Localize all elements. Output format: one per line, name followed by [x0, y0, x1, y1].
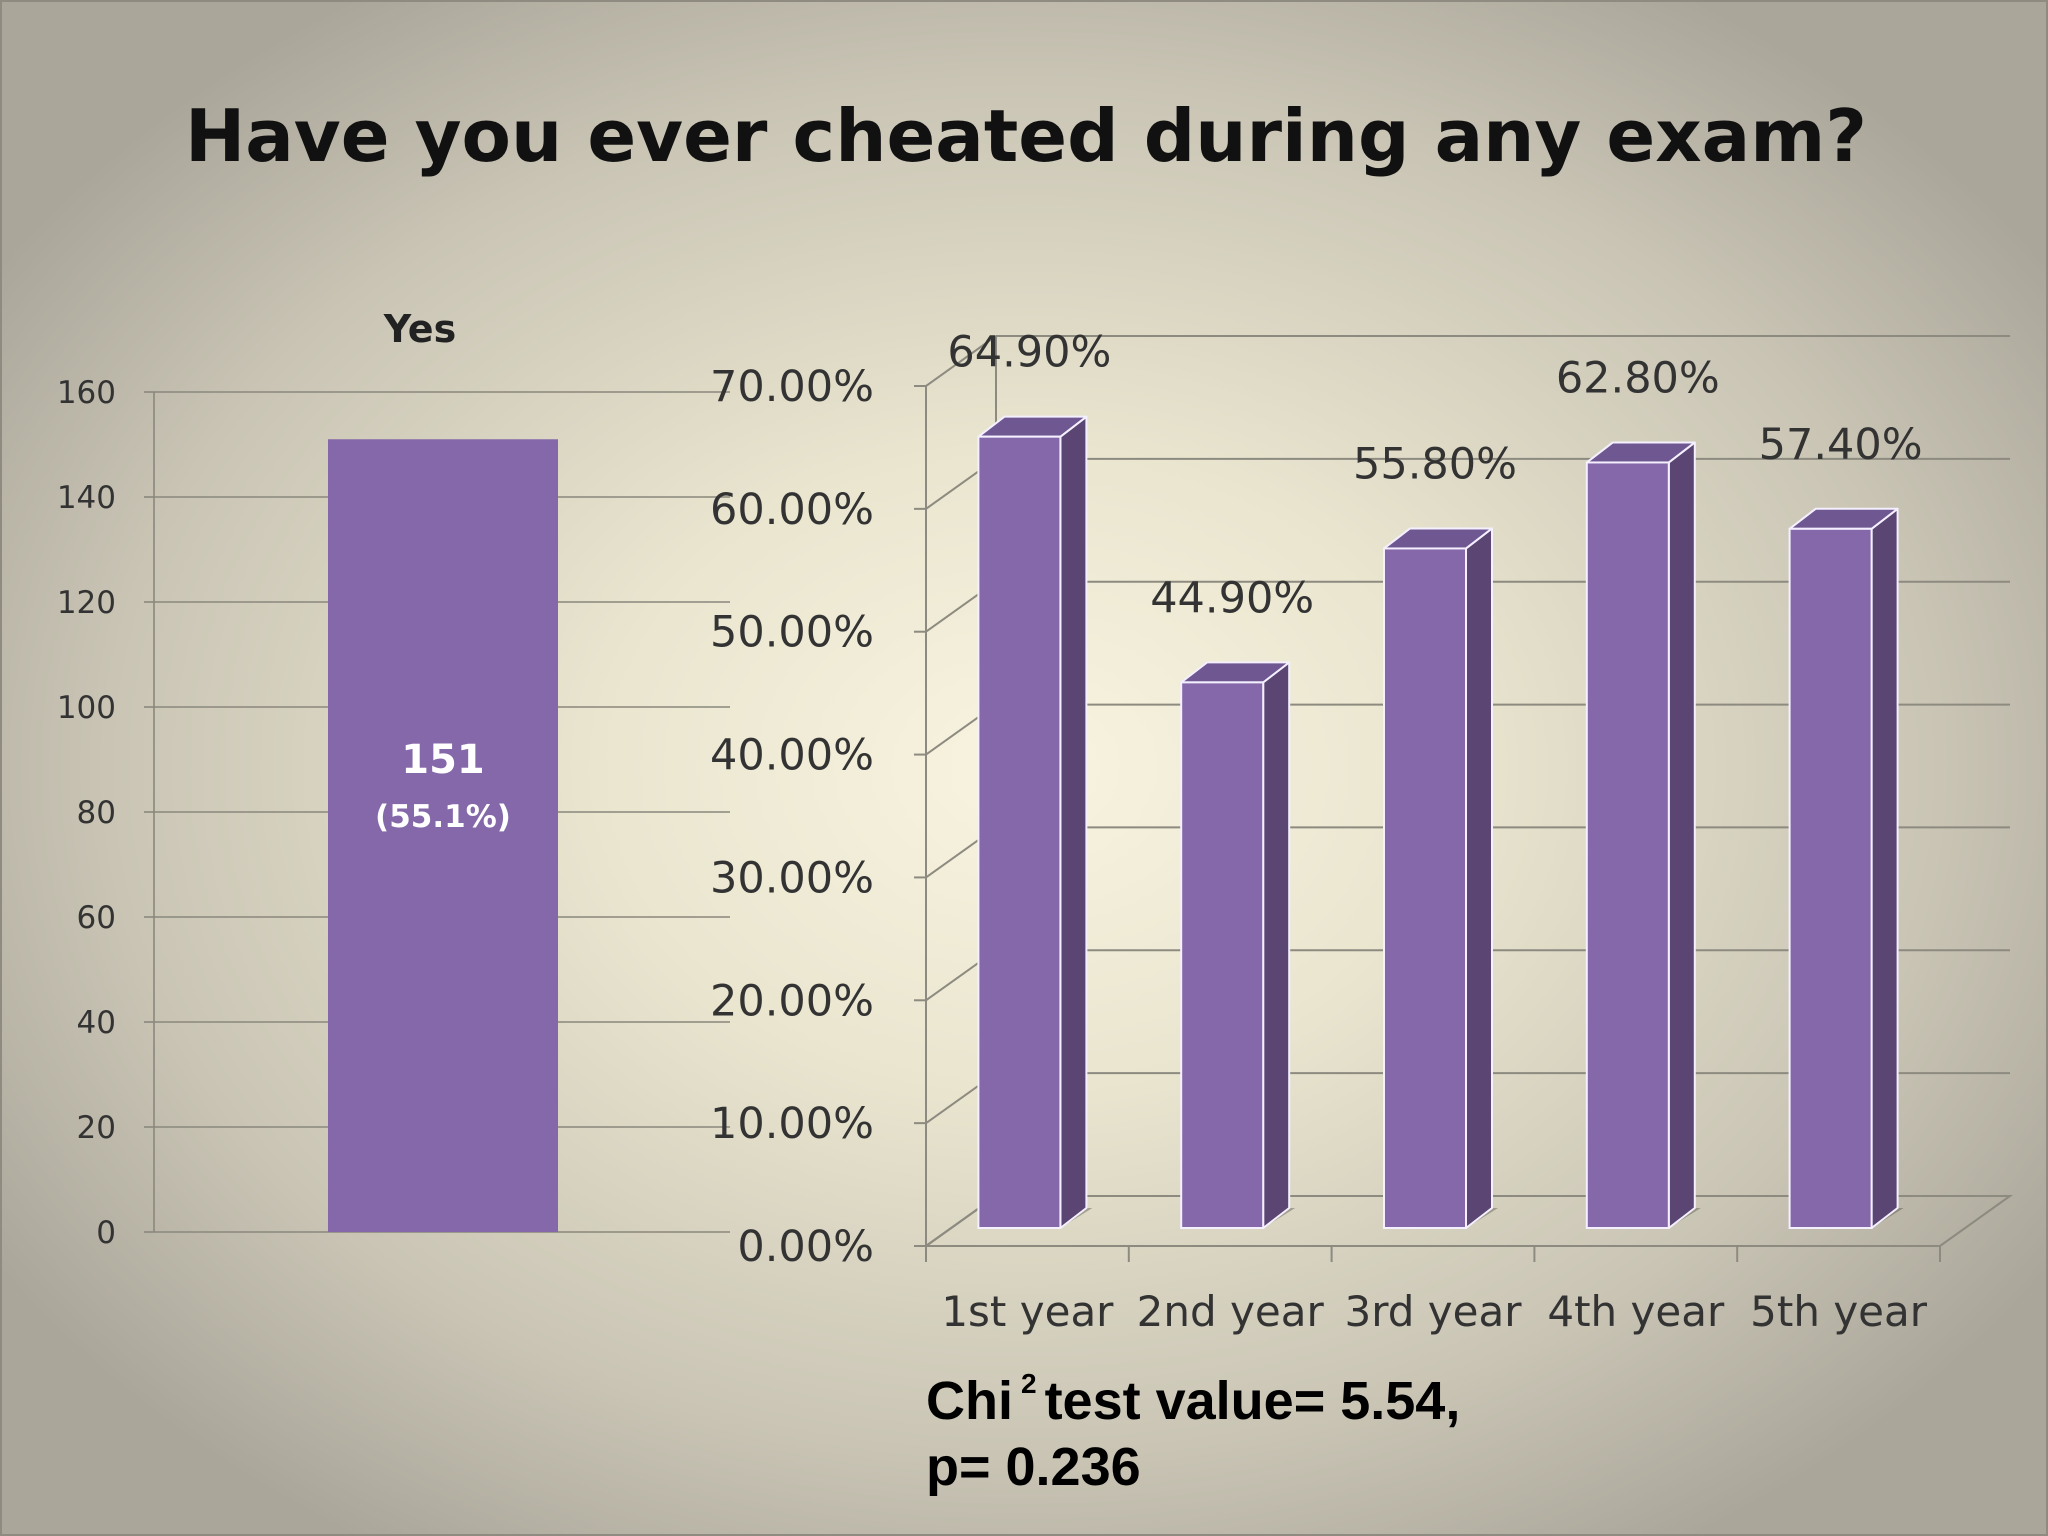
x-tick-label: 5th year [1750, 1287, 1928, 1336]
bar [328, 439, 558, 1232]
y-tick-label: 160 [57, 375, 116, 411]
bar-side [1059, 415, 1088, 1229]
bar [1383, 527, 1498, 1229]
y-tick-label: 30.00% [710, 853, 874, 903]
bar-front [1180, 681, 1265, 1229]
y-tick-label: 20 [77, 1110, 116, 1146]
y-tick-label: 50.00% [710, 608, 874, 658]
slide-title: Have you ever cheated during any exam? [184, 94, 1868, 178]
chi-value: test value= 5.54, [1044, 1371, 1461, 1431]
bar [1180, 661, 1296, 1229]
y-tick-label: 70.00% [710, 362, 874, 412]
bar-side [1870, 507, 1899, 1229]
p-value-stat: p= 0.236 [926, 1437, 1141, 1497]
bar-front [1383, 547, 1467, 1229]
y-tick-label: 80 [77, 795, 116, 831]
y-tick-label: 20.00% [710, 976, 874, 1026]
bar-data-label: 44.90% [1150, 573, 1314, 623]
chi-label: Chi [926, 1371, 1013, 1431]
x-tick-label: 4th year [1547, 1287, 1725, 1336]
yearly-cheating-chart: 0.00% 10.00% 20.00% 30.00% 40.00% 50.00% 60.00… [710, 328, 2014, 1336]
bar-side [1465, 527, 1493, 1229]
y-tick-label: 0.00% [737, 1222, 874, 1272]
bar-data-label: 62.80% [1556, 353, 1720, 403]
bar-front [1585, 461, 1670, 1229]
bar-data-label: 151 [401, 737, 485, 783]
bar-data-label: 55.80% [1353, 439, 1517, 489]
bar-side [1262, 661, 1291, 1229]
y-tick-label: 100 [57, 690, 116, 726]
bar-side [1667, 441, 1696, 1229]
bar [977, 415, 1093, 1229]
y-tick-label: 60.00% [710, 485, 874, 535]
bar-data-label-percent: (55.1%) [375, 799, 511, 835]
bar-data-label: 64.90% [947, 328, 1111, 378]
y-tick-label: 0 [96, 1215, 116, 1251]
bar [1788, 507, 1904, 1229]
bar [1585, 441, 1701, 1229]
x-tick-label: 3rd year [1345, 1287, 1523, 1336]
bar-front [1788, 527, 1873, 1229]
bar-data-label: 57.40% [1759, 420, 1923, 470]
y-tick-label: 40.00% [710, 731, 874, 781]
x-tick-label: 2nd year [1137, 1287, 1325, 1336]
y-tick-label: 120 [57, 585, 116, 621]
side-gridline [925, 335, 997, 387]
chart-title: Yes [383, 307, 456, 351]
chi-superscript: 2 [1021, 1368, 1037, 1399]
total-yes-chart: 0 20 40 60 80 100 120 140 160 Yes 151 (55.1%) [57, 307, 730, 1251]
y-tick-label: 10.00% [710, 1099, 874, 1149]
y-tick-label: 140 [57, 480, 116, 516]
y-tick-label: 60 [77, 900, 116, 936]
bar-front [977, 435, 1062, 1229]
x-tick-label: 1st year [941, 1287, 1114, 1336]
chi-square-stat: Chi 2 test value= 5.54, [926, 1368, 1460, 1432]
y-tick-label: 40 [77, 1005, 116, 1041]
